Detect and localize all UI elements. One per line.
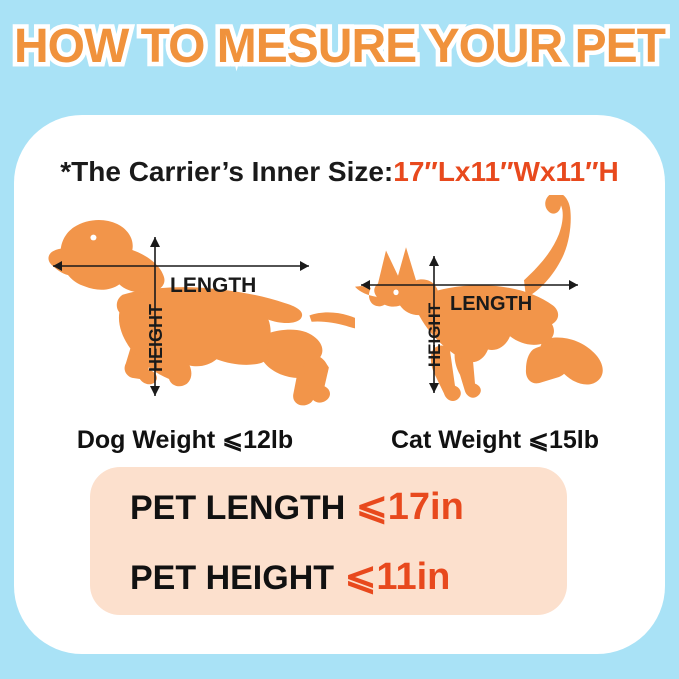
svg-text:LENGTH: LENGTH bbox=[450, 293, 532, 315]
svg-text:HEIGHT: HEIGHT bbox=[425, 302, 444, 367]
svg-text:HEIGHT: HEIGHT bbox=[146, 304, 166, 372]
svg-text:LENGTH: LENGTH bbox=[170, 274, 256, 297]
